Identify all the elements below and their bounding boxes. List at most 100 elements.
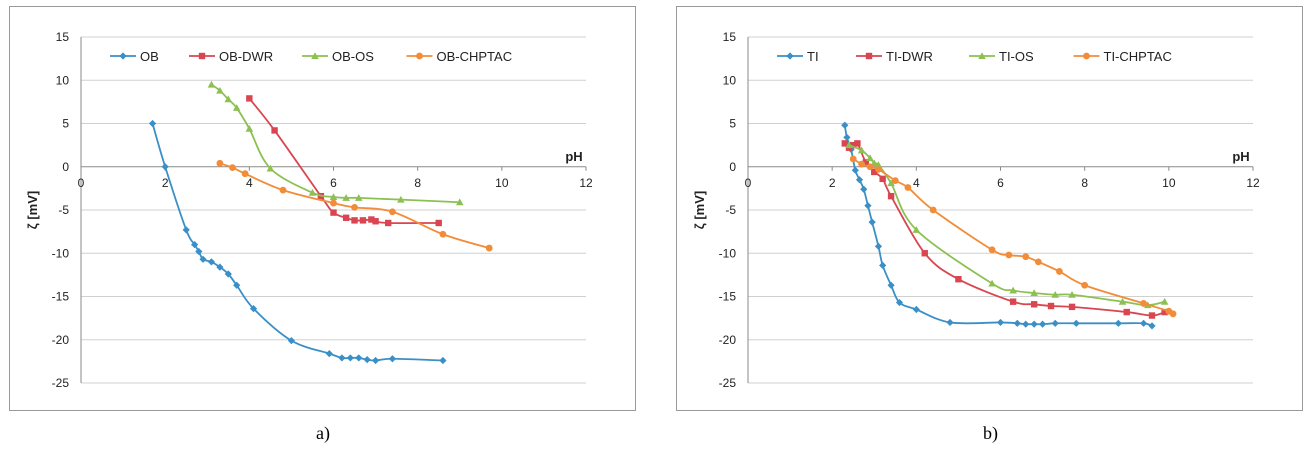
chart-b-data-point-ti-dwr bbox=[1148, 312, 1156, 319]
chart-b-y-tick-label: 0 bbox=[729, 160, 736, 174]
chart-a-data-point-ob bbox=[148, 119, 157, 128]
chart-a-data-point-ob bbox=[224, 270, 232, 278]
chart-b-data-point-ti-chptac bbox=[1034, 258, 1042, 266]
chart-b-legend-item-ti-os: TI-OS bbox=[969, 49, 1034, 64]
chart-b-data-point-ti bbox=[841, 121, 849, 129]
chart-a-data-point-ob-os bbox=[354, 194, 363, 201]
chart-b-x-tick-label: 8 bbox=[1081, 176, 1088, 190]
chart-b-data-point-ti-os bbox=[1068, 290, 1076, 298]
chart-a-y-tick-label: -15 bbox=[52, 290, 70, 304]
chart-a-data-point-ob-chptac bbox=[229, 164, 236, 172]
chart-b-data-point-ti-os bbox=[874, 161, 883, 169]
chart-b-legend-item-ti-dwr: TI-DWR bbox=[856, 49, 933, 64]
chart-a-y-tick-label: 10 bbox=[56, 73, 70, 87]
chart-b-data-point-ti-dwr bbox=[921, 250, 928, 257]
chart-a-data-point-ob-os bbox=[266, 164, 275, 172]
chart-a-data-point-ob bbox=[325, 349, 333, 358]
chart-a-data-point-ob-chptac bbox=[241, 170, 249, 178]
chart-b-data-point-ti bbox=[895, 298, 904, 307]
chart-a-data-point-ob bbox=[439, 356, 447, 365]
chart-b-data-point-ti-chptac bbox=[891, 177, 899, 184]
chart-b-data-point-ti-dwr bbox=[841, 140, 848, 147]
chart-a-data-point-ob-os bbox=[207, 80, 216, 88]
chart-b-y-tick-label: -10 bbox=[719, 246, 737, 260]
chart-a-series-ob-dwr bbox=[246, 95, 442, 227]
chart-a-data-point-ob bbox=[346, 354, 354, 362]
chart-b-series-ti bbox=[841, 121, 1156, 330]
chart-b-data-point-ti-dwr bbox=[854, 140, 861, 147]
chart-b-data-point-ti bbox=[855, 176, 864, 184]
chart-a-data-point-ob-dwr bbox=[435, 219, 442, 227]
chart-a-y-tick-label: 0 bbox=[62, 160, 69, 174]
chart-a-data-point-ob-dwr bbox=[385, 219, 392, 227]
chart-a-data-point-ob-os bbox=[342, 194, 350, 201]
chart-a-data-point-ob-dwr bbox=[359, 217, 367, 224]
chart-b-data-point-ti-dwr bbox=[1009, 298, 1017, 305]
chart-b-legend-item-ti: TI bbox=[777, 49, 819, 64]
chart-a-legend-marker bbox=[119, 52, 127, 60]
chart-a-y-tick-label: -10 bbox=[52, 246, 70, 260]
chart-a-data-point-ob-os bbox=[245, 124, 254, 132]
chart-b-y-tick-label: 10 bbox=[723, 73, 737, 87]
chart-b-y-tick-label: -25 bbox=[719, 376, 737, 390]
chart-a-legend-item-ob-os: OB-OS bbox=[302, 49, 374, 64]
chart-a-legend-label: OB-CHPTAC bbox=[437, 49, 513, 64]
chart-a-data-point-ob bbox=[191, 241, 199, 249]
chart-b-data-point-ti bbox=[868, 218, 876, 226]
chart-a-x-tick-label: 0 bbox=[78, 176, 85, 190]
chart-a-x-axis-label: pH bbox=[565, 149, 582, 164]
chart-b-data-point-ti-os bbox=[988, 279, 996, 287]
chart-a-data-point-ob-dwr bbox=[372, 218, 379, 225]
chart-b-data-point-ti-dwr bbox=[1068, 303, 1076, 311]
chart-a-data-point-ob-os bbox=[216, 86, 224, 94]
chart-a-data-point-ob-dwr bbox=[342, 214, 350, 221]
chart-a-x-tick-label: 10 bbox=[495, 176, 509, 190]
chart-b-data-point-ti-dwr bbox=[955, 276, 962, 283]
chart-b-data-point-ti bbox=[946, 318, 954, 327]
chart-b-data-point-ti-dwr bbox=[879, 175, 886, 183]
chart-b-data-point-ti-chptac bbox=[866, 163, 874, 171]
chart-b-data-point-ti-dwr bbox=[862, 159, 870, 166]
chart-a-legend-marker bbox=[416, 52, 423, 60]
chart-a-y-tick-label: -5 bbox=[58, 203, 69, 217]
chart-a-svg: 15 10 5 0 -5 -10 -15 -20 -25 0 2 4 6 8 10 12 pH ζ [mV] OB O… bbox=[25, 30, 593, 390]
chart-b-data-point-ti-chptac bbox=[1005, 251, 1013, 259]
chart-a-legend-label: OB bbox=[140, 49, 159, 64]
chart-b-data-point-ti-os bbox=[845, 141, 853, 149]
chart-b-data-point-ti-chptac bbox=[929, 206, 937, 214]
chart-b-legend-marker bbox=[786, 52, 794, 60]
chart-a-x-tick-label: 2 bbox=[162, 176, 169, 190]
chart-b-y-tick-label: -5 bbox=[725, 203, 736, 217]
chart-a-data-point-ob bbox=[207, 258, 216, 266]
chart-b-x-tick-label: 4 bbox=[913, 176, 920, 190]
chart-b-data-point-ti bbox=[1148, 322, 1156, 330]
chart-panel-b: 15 10 5 0 -5 -10 -15 -20 -25 0 2 4 6 8 10 12 pH ζ [mV] TI T… bbox=[676, 6, 1303, 411]
chart-a-legend-item-ob: OB bbox=[110, 49, 159, 64]
chart-b-legend-label: TI bbox=[807, 49, 819, 64]
chart-b-legend-marker bbox=[1083, 52, 1090, 60]
chart-b-data-point-ti-chptac bbox=[858, 160, 866, 168]
chart-a-series-line-ob-dwr bbox=[248, 97, 439, 224]
chart-a-data-point-ob bbox=[195, 247, 203, 256]
chart-b-data-point-ti-os bbox=[912, 226, 921, 233]
chart-b-data-point-ti bbox=[1139, 319, 1148, 327]
chart-a-data-point-ob-chptac bbox=[351, 204, 358, 211]
chart-a-data-point-ob-dwr bbox=[330, 209, 337, 216]
chart-a-data-point-ob-os bbox=[455, 198, 464, 206]
chart-a-data-point-ob bbox=[287, 337, 296, 345]
chart-a-data-point-ob bbox=[338, 354, 346, 362]
chart-b-data-point-ti bbox=[1072, 319, 1080, 327]
chart-a-legend-label: OB-OS bbox=[332, 49, 374, 64]
chart-b-y-tick-label: 15 bbox=[723, 30, 737, 44]
chart-a-data-point-ob bbox=[182, 226, 190, 234]
chart-b-data-point-ti-dwr bbox=[887, 192, 895, 200]
panel-caption-b: b) bbox=[983, 423, 998, 443]
chart-a-series-line-ob bbox=[151, 123, 443, 362]
chart-b-data-point-ti-chptac bbox=[849, 155, 857, 163]
chart-b-x-tick-label: 12 bbox=[1246, 176, 1260, 190]
chart-a-data-point-ob bbox=[355, 354, 363, 362]
chart-b-y-tick-label: -15 bbox=[719, 290, 737, 304]
chart-b-x-tick-label: 0 bbox=[745, 176, 752, 190]
chart-b-data-point-ti bbox=[887, 281, 895, 289]
chart-b-y-tick-label: 5 bbox=[729, 117, 736, 131]
